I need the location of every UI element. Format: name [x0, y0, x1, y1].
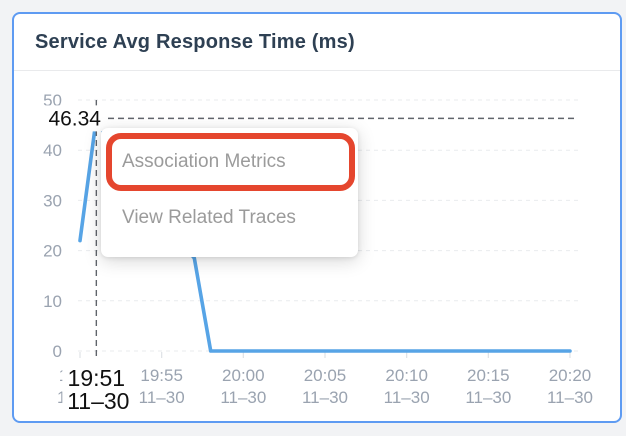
menu-item-view-related-traces[interactable]: View Related Traces [122, 207, 296, 228]
card-header: Service Avg Response Time (ms) [14, 14, 620, 71]
menu-item-association-metrics[interactable]: Association Metrics [122, 151, 286, 172]
page-title: Service Avg Response Time (ms) [35, 30, 355, 53]
context-menu: Association Metrics View Related Traces [101, 128, 358, 257]
